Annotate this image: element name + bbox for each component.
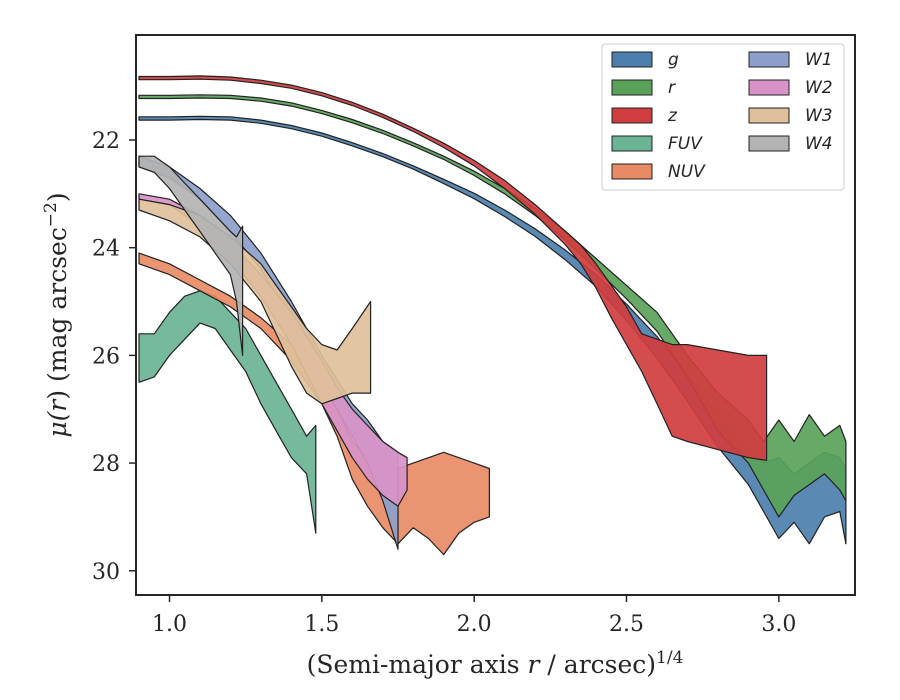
band-r <box>138 94 847 518</box>
band-w4 <box>138 155 244 356</box>
y-tick-label: 24 <box>92 237 120 262</box>
legend-swatch-fuv <box>611 135 653 152</box>
legend-label-r: r <box>668 78 676 98</box>
legend-label-nuv: NUV <box>668 162 706 182</box>
x-axis-title: (Semi-major axis r / arcsec)1/4 <box>307 648 684 679</box>
y-tick-label: 30 <box>92 560 120 585</box>
legend-swatch-w2 <box>748 79 790 96</box>
legend-label-g: g <box>668 50 679 70</box>
legend-label-w1: W1 <box>805 50 833 70</box>
y-axis-title: μ(r) (mag arcsec−2) <box>41 192 72 437</box>
legend-label-w3: W3 <box>805 106 833 126</box>
profile-bands <box>138 75 847 556</box>
legend-swatch-w3 <box>748 107 790 124</box>
x-tick-label: 1.5 <box>304 612 339 637</box>
legend-swatch-g <box>611 51 653 68</box>
x-tick-label: 2.5 <box>609 612 644 637</box>
band-z <box>138 75 768 461</box>
legend-swatch-nuv <box>611 163 653 180</box>
y-tick-label: 26 <box>92 344 120 369</box>
legend-label-w4: W4 <box>805 134 833 154</box>
x-tick-label: 2.0 <box>457 612 492 637</box>
legend-items: grz FUV NUV W1 W2 W3 W4 <box>611 50 833 182</box>
x-tick-label: 1.0 <box>152 612 187 637</box>
legend-swatch-w1 <box>748 51 790 68</box>
legend-label-z: z <box>667 106 678 126</box>
y-tick-label: 22 <box>92 129 120 154</box>
y-tick-label: 28 <box>92 452 120 477</box>
legend: grz FUV NUV W1 W2 W3 W4 <box>601 43 845 191</box>
y-axis-ticks: 22 24 26 28 30 <box>92 129 136 585</box>
legend-label-w2: W2 <box>805 78 833 98</box>
legend-swatch-w4 <box>748 135 790 152</box>
legend-swatch-r <box>611 79 653 96</box>
x-tick-label: 3.0 <box>761 612 796 637</box>
legend-swatch-z <box>611 107 653 124</box>
plot-frame <box>135 34 856 596</box>
legend-label-fuv: FUV <box>668 134 703 154</box>
x-axis-ticks: 1.0 1.5 2.0 2.5 3.0 <box>152 595 796 637</box>
